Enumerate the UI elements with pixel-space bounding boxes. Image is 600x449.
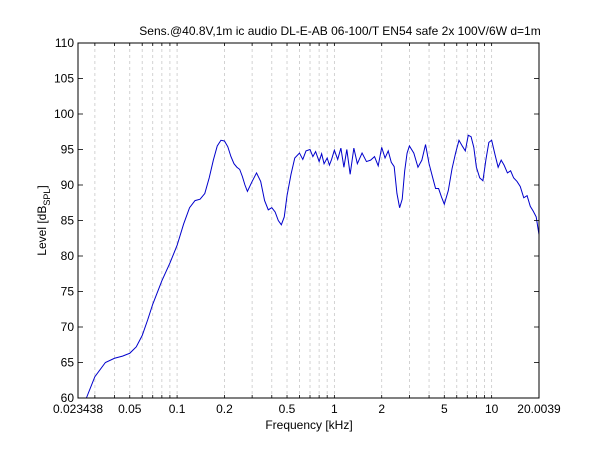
axis-ticks — [78, 42, 539, 399]
y-tick-label: 75 — [61, 285, 75, 299]
y-axis-label-sub: SPL — [42, 189, 52, 206]
response-curve — [85, 134, 540, 399]
chart-title: Sens.@40.8V,1m ic audio DL-E-AB 06-100/T… — [139, 24, 540, 38]
x-tick-label: 0.05 — [118, 402, 142, 416]
y-tick-label: 60 — [61, 391, 75, 405]
x-tick-label: 0.023438 — [53, 402, 103, 416]
x-tick-label: 0.1 — [169, 402, 186, 416]
y-tick-label: 110 — [55, 36, 74, 50]
y-tick-labels: 60 65 70 75 80 85 90 95 100 105 110 — [54, 36, 74, 405]
x-tick-labels: 0.023438 0.05 0.1 0.2 0.5 1 2 5 10 20.0039 — [53, 402, 561, 416]
y-axis-label-end: ] — [35, 185, 49, 188]
grid — [94, 43, 493, 398]
y-tick-label: 80 — [61, 249, 75, 263]
y-tick-label: 85 — [61, 214, 75, 228]
x-tick-label: 10 — [485, 402, 499, 416]
plot-area — [78, 43, 539, 398]
y-tick-label: 105 — [54, 72, 74, 86]
y-tick-label: 90 — [61, 178, 75, 192]
y-tick-label: 65 — [61, 356, 75, 370]
x-tick-label: 5 — [441, 402, 448, 416]
y-axis-label-main: Level [dB — [35, 206, 49, 256]
x-tick-label: 0.5 — [279, 402, 296, 416]
y-tick-label: 95 — [61, 143, 75, 157]
y-axis-label: Level [dBSPL] — [35, 185, 52, 255]
x-tick-label: 20.0039 — [517, 402, 561, 416]
x-tick-label: 0.2 — [216, 402, 233, 416]
x-tick-label: 2 — [378, 402, 385, 416]
x-axis-label: Frequency [kHz] — [265, 418, 352, 432]
x-tick-label: 1 — [331, 402, 338, 416]
y-tick-label: 100 — [54, 107, 74, 121]
y-tick-label: 70 — [61, 320, 75, 334]
